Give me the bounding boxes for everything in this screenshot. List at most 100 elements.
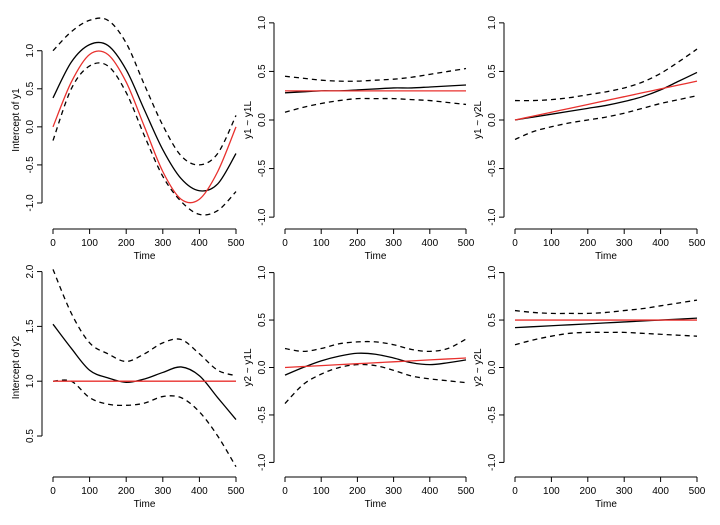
y-tick-label: 1.0 (257, 15, 268, 29)
series-line (52, 269, 237, 377)
series-line (52, 62, 237, 216)
x-tick-label: 400 (421, 238, 438, 249)
y-axis-label: Intercept of y1 (11, 88, 22, 152)
series-line (52, 41, 237, 192)
x-tick-label: 300 (385, 486, 402, 497)
series-line (52, 323, 237, 420)
x-tick-label: 0 (512, 238, 518, 249)
series-line (284, 67, 467, 82)
panel: 0 100 200 300 400 500 Time -1.0 -0.5 0.0 0.5 1.0 y1 … (473, 15, 706, 262)
x-tick-label: 0 (50, 238, 56, 249)
y-tick-label: 0.5 (487, 313, 498, 327)
panel: 0 100 200 300 400 500 Time -1.0 -0.5 0.0 0.5 1.0 Int… (11, 17, 245, 262)
series-line (514, 95, 698, 141)
y-axis-label: y2 ~ y1L (243, 348, 254, 387)
series-line (284, 363, 467, 405)
x-tick-label: 100 (81, 486, 98, 497)
x-tick-label: 400 (652, 238, 669, 249)
x-axis-label: Time (595, 251, 617, 262)
series-line (284, 338, 467, 353)
x-tick-label: 100 (313, 486, 330, 497)
y-tick-label: -1.0 (257, 208, 268, 226)
x-tick-label: 200 (349, 486, 366, 497)
y-tick-label: 0.5 (25, 429, 36, 443)
y-axis-label: y2 ~ y2L (473, 348, 484, 387)
x-tick-label: 500 (228, 486, 245, 497)
x-axis-label: Time (134, 251, 156, 262)
x-tick-label: 300 (616, 238, 633, 249)
series-line (514, 331, 698, 346)
series-line (52, 379, 237, 468)
y-tick-label: 0.0 (257, 113, 268, 127)
y-tick-label: 0.0 (487, 113, 498, 127)
x-tick-label: 300 (616, 486, 633, 497)
x-tick-label: 300 (154, 486, 171, 497)
panel: 0 100 200 300 400 500 Time 0.5 1.0 1.5 2.0 Intercep… (11, 264, 245, 510)
panel: 0 100 200 300 400 500 Time -1.0 -0.5 0.0 0.5 1.0 y1 … (243, 15, 475, 262)
series-line (284, 352, 467, 376)
x-tick-label: 400 (191, 486, 208, 497)
x-tick-label: 100 (81, 238, 98, 249)
y-tick-label: 1.0 (487, 15, 498, 29)
y-tick-label: -0.5 (487, 160, 498, 178)
x-tick-label: 500 (458, 486, 475, 497)
x-tick-label: 200 (118, 238, 135, 249)
series-line (52, 50, 237, 204)
x-tick-label: 200 (349, 238, 366, 249)
y-tick-label: -0.5 (25, 156, 36, 174)
series-line (284, 357, 467, 369)
y-tick-label: 2.0 (25, 264, 36, 278)
x-tick-label: 400 (652, 486, 669, 497)
x-tick-label: 100 (543, 238, 560, 249)
x-axis-label: Time (365, 251, 387, 262)
y-tick-label: 1.0 (487, 265, 498, 279)
y-tick-label: 0.5 (257, 64, 268, 78)
x-tick-label: 0 (282, 238, 288, 249)
x-tick-label: 100 (313, 238, 330, 249)
x-tick-label: 300 (385, 238, 402, 249)
x-tick-label: 200 (579, 238, 596, 249)
series-line (284, 97, 467, 113)
series-line (284, 84, 467, 94)
x-tick-label: 400 (191, 238, 208, 249)
x-tick-label: 0 (50, 486, 56, 497)
y-tick-label: -0.5 (257, 160, 268, 178)
y-tick-label: -1.0 (487, 453, 498, 471)
y-tick-label: -1.0 (257, 453, 268, 471)
x-tick-label: 500 (689, 238, 706, 249)
series-line (514, 71, 698, 121)
y-axis-label: Intercept of y2 (11, 335, 22, 399)
series-line (514, 80, 698, 121)
x-tick-label: 300 (154, 238, 171, 249)
panel: 0 100 200 300 400 500 Time -1.0 -0.5 0.0 0.5 1.0 y2 … (243, 265, 475, 510)
x-tick-label: 100 (543, 486, 560, 497)
y-tick-label: -0.5 (487, 406, 498, 424)
y-tick-label: 0.5 (487, 64, 498, 78)
x-tick-label: 200 (118, 486, 135, 497)
y-tick-label: 0.0 (487, 360, 498, 374)
x-tick-label: 0 (512, 486, 518, 497)
x-tick-label: 500 (228, 238, 245, 249)
y-axis-label: y1 ~ y2L (473, 101, 484, 140)
x-tick-label: 400 (421, 486, 438, 497)
x-axis-label: Time (365, 499, 387, 510)
y-tick-label: 0.5 (257, 313, 268, 327)
panel: 0 100 200 300 400 500 Time -1.0 -0.5 0.0 0.5 1.0 y2 … (473, 265, 706, 510)
y-tick-label: -1.0 (25, 194, 36, 212)
x-tick-label: 200 (579, 486, 596, 497)
series-line (514, 299, 698, 315)
x-axis-label: Time (595, 499, 617, 510)
series-line (514, 48, 698, 102)
y-axis-label: y1 ~ y1L (243, 101, 254, 140)
series-line (52, 17, 237, 166)
y-tick-label: 1.0 (257, 265, 268, 279)
y-tick-label: 1.5 (25, 319, 36, 333)
y-tick-label: 1.0 (25, 43, 36, 57)
x-tick-label: 500 (458, 238, 475, 249)
y-tick-label: 0.0 (257, 360, 268, 374)
y-tick-label: 1.0 (25, 374, 36, 388)
y-tick-label: -1.0 (487, 208, 498, 226)
y-tick-label: -0.5 (257, 406, 268, 424)
